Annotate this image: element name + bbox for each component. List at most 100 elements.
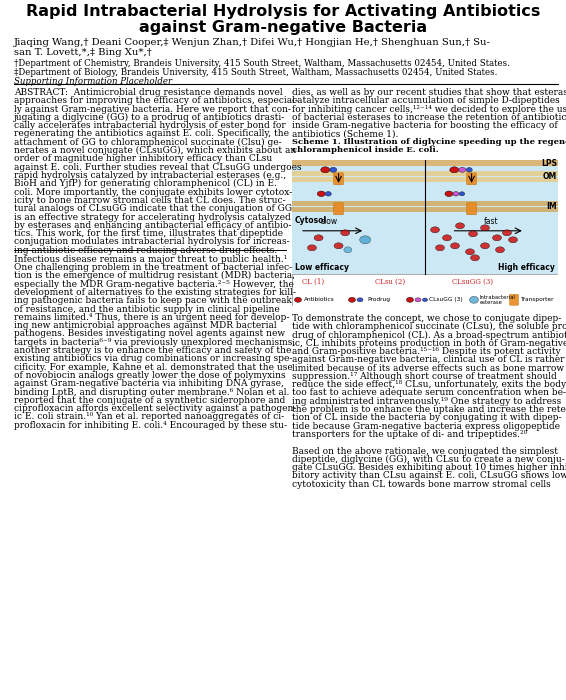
- Text: dipeptide, diglycine (GG), with CLsu to create a new conju-: dipeptide, diglycine (GG), with CLsu to …: [292, 455, 565, 464]
- Text: One challenging problem in the treatment of bacterial infec-: One challenging problem in the treatment…: [14, 263, 292, 272]
- Ellipse shape: [495, 247, 504, 253]
- Ellipse shape: [431, 227, 440, 233]
- Text: Supporting Information Placeholder: Supporting Information Placeholder: [14, 77, 172, 86]
- Text: Antibiotics: Antibiotics: [304, 298, 335, 302]
- Text: transporters for the uptake of di- and tripeptides.²⁰: transporters for the uptake of di- and t…: [292, 430, 528, 439]
- Text: by esterases and enhancing antibacterial efficacy of antibio-: by esterases and enhancing antibacterial…: [14, 220, 291, 230]
- Text: reduce the side effect,¹⁸ CLsu, unfortunately, exits the body: reduce the side effect,¹⁸ CLsu, unfortun…: [292, 380, 566, 389]
- Text: chloramphenicol inside E. coli.: chloramphenicol inside E. coli.: [292, 146, 439, 154]
- Text: Transporter: Transporter: [520, 298, 554, 302]
- Text: ing antibiotic efficacy and reducing adverse drug effects.: ing antibiotic efficacy and reducing adv…: [14, 246, 277, 255]
- Text: LPS: LPS: [541, 159, 557, 168]
- Text: OM: OM: [543, 172, 557, 181]
- Text: cificity. For example, Kahne et al. demonstrated that the use: cificity. For example, Kahne et al. demo…: [14, 363, 293, 372]
- Ellipse shape: [450, 167, 459, 173]
- Text: CLsuGG (3): CLsuGG (3): [452, 278, 494, 286]
- Bar: [292, 160, 558, 166]
- Text: ing pathogenic bacteria fails to keep pace with the outbreak: ing pathogenic bacteria fails to keep pa…: [14, 296, 292, 305]
- Text: Jiaqing Wang,† Deani Cooper,‡ Wenjun Zhan,† Difei Wu,† Hongjian He,† Shenghuan S: Jiaqing Wang,† Deani Cooper,‡ Wenjun Zha…: [14, 38, 491, 47]
- Bar: [292, 166, 558, 274]
- Ellipse shape: [456, 223, 465, 229]
- FancyBboxPatch shape: [333, 173, 344, 185]
- Ellipse shape: [314, 234, 323, 241]
- Ellipse shape: [453, 192, 459, 196]
- Text: conjugation modulates intrabacterial hydrolysis for increas-: conjugation modulates intrabacterial hyd…: [14, 237, 290, 246]
- Text: ic E. coli strain.¹⁰ Yan et al. reported nanoaggregates of ci-: ic E. coli strain.¹⁰ Yan et al. reported…: [14, 412, 284, 421]
- Text: ic, CL inhibits proteins production in both of Gram-negative: ic, CL inhibits proteins production in b…: [292, 339, 566, 348]
- Text: ‡Department of Biology, Brandeis University, 415 South Street, Waltham, Massachu: ‡Department of Biology, Brandeis Univers…: [14, 68, 498, 77]
- Text: ABSTRACT:  Antimicrobial drug resistance demands novel: ABSTRACT: Antimicrobial drug resistance …: [14, 88, 282, 97]
- Text: targets in bacteria⁶⁻⁹ via previously unexplored mechanisms,: targets in bacteria⁶⁻⁹ via previously un…: [14, 337, 295, 346]
- Bar: [292, 171, 558, 176]
- Text: High efficacy: High efficacy: [498, 262, 555, 272]
- Text: approaches for improving the efficacy of antibiotics, especial-: approaches for improving the efficacy of…: [14, 97, 298, 105]
- Ellipse shape: [435, 245, 444, 251]
- Text: order of magnitude higher inhibitory efficacy than CLsu: order of magnitude higher inhibitory eff…: [14, 155, 272, 163]
- Text: rapid hydrolysis catalyzed by intrabacterial esterases (e.g.,: rapid hydrolysis catalyzed by intrabacte…: [14, 171, 286, 180]
- Text: Based on the above rationale, we conjugated the simplest: Based on the above rationale, we conjuga…: [292, 447, 558, 456]
- Ellipse shape: [325, 192, 331, 196]
- Text: Low efficacy: Low efficacy: [295, 262, 349, 272]
- FancyBboxPatch shape: [509, 294, 518, 305]
- Ellipse shape: [481, 225, 490, 231]
- Text: reported that the conjugate of a synthetic siderophore and: reported that the conjugate of a synthet…: [14, 395, 285, 405]
- Ellipse shape: [465, 248, 474, 255]
- Text: regenerating the antibiotics against E. coli. Specifically, the: regenerating the antibiotics against E. …: [14, 130, 289, 139]
- Ellipse shape: [318, 191, 325, 197]
- Text: san T. Lovett,*,‡ Bing Xu*,†: san T. Lovett,*,‡ Bing Xu*,†: [14, 48, 152, 57]
- Text: catalyze intracellular accumulation of simple D-dipeptides: catalyze intracellular accumulation of s…: [292, 97, 560, 105]
- Text: gate CLsuGG. Besides exhibiting about 10 times higher inhi-: gate CLsuGG. Besides exhibiting about 10…: [292, 463, 566, 473]
- Text: of bacterial esterases to increase the retention of antibiotics: of bacterial esterases to increase the r…: [292, 113, 566, 122]
- Text: CLsu (2): CLsu (2): [375, 278, 405, 286]
- Ellipse shape: [321, 167, 330, 173]
- Text: pathogens. Besides investigating novel agents against new: pathogens. Besides investigating novel a…: [14, 330, 285, 338]
- Ellipse shape: [451, 243, 460, 248]
- Text: Cytosol: Cytosol: [295, 216, 327, 225]
- Text: ing administrated intravenously.¹⁹ One strategy to address: ing administrated intravenously.¹⁹ One s…: [292, 397, 561, 406]
- Text: nerates a novel conjugate (CLsuGG), which exhibits about an: nerates a novel conjugate (CLsuGG), whic…: [14, 146, 296, 155]
- Text: fast: fast: [484, 217, 499, 226]
- Text: too fast to achieve adequate serum concentration when be-: too fast to achieve adequate serum conce…: [292, 389, 566, 398]
- Ellipse shape: [445, 191, 453, 197]
- Ellipse shape: [334, 243, 343, 248]
- Bar: [292, 274, 558, 306]
- Ellipse shape: [359, 236, 371, 244]
- Text: another strategy is to enhance the efficacy and safety of the: another strategy is to enhance the effic…: [14, 346, 291, 355]
- Ellipse shape: [341, 230, 350, 236]
- Ellipse shape: [508, 237, 517, 243]
- Ellipse shape: [349, 298, 355, 302]
- Text: binding LptB, and disrupting outer membrane.⁶ Nolan et al.: binding LptB, and disrupting outer membr…: [14, 388, 289, 396]
- FancyBboxPatch shape: [466, 173, 477, 185]
- Text: †Department of Chemistry, Brandeis University, 415 South Street, Waltham, Massac: †Department of Chemistry, Brandeis Unive…: [14, 59, 510, 68]
- Text: ly against Gram-negative bacteria. Here we report that con-: ly against Gram-negative bacteria. Here …: [14, 104, 291, 113]
- Text: tion of CL inside the bacteria by conjugating it with dipep-: tion of CL inside the bacteria by conjug…: [292, 414, 561, 422]
- Ellipse shape: [344, 247, 352, 253]
- Text: especially the MDR Gram-negative bacteria.²⁻⁵ However, the: especially the MDR Gram-negative bacteri…: [14, 279, 294, 288]
- Text: BioH and YjfP) for generating chloramphenicol (CL) in E.: BioH and YjfP) for generating chloramphe…: [14, 179, 277, 188]
- Bar: [292, 177, 558, 182]
- Text: remains limited.⁴ Thus, there is an urgent need for develop-: remains limited.⁴ Thus, there is an urge…: [14, 313, 289, 322]
- Text: To demonstrate the concept, we chose to conjugate dipep-: To demonstrate the concept, we chose to …: [292, 314, 561, 323]
- Text: ciprofloxacin affords excellent selectivity against a pathogen-: ciprofloxacin affords excellent selectiv…: [14, 404, 297, 413]
- Text: and Gram-positive bacteria.¹⁵⁻¹⁶ Despite its potent activity: and Gram-positive bacteria.¹⁵⁻¹⁶ Despite…: [292, 347, 561, 356]
- Text: coli. More importantly, the conjugate exhibits lower cytotox-: coli. More importantly, the conjugate ex…: [14, 188, 292, 197]
- Bar: [292, 206, 558, 212]
- Text: drug of chloramphenicol (CL). As a broad-spectrum antibiot-: drug of chloramphenicol (CL). As a broad…: [292, 330, 566, 340]
- Text: Intrabacterial
esterase: Intrabacterial esterase: [480, 295, 516, 305]
- Ellipse shape: [357, 298, 363, 302]
- Text: attachment of GG to chloramphenicol succinate (Clsu) ge-: attachment of GG to chloramphenicol succ…: [14, 138, 282, 147]
- Text: profloxacin for inhibiting E. coli.⁴ Encouraged by these stu-: profloxacin for inhibiting E. coli.⁴ Enc…: [14, 421, 287, 430]
- Text: bitory activity than CLsu against E. coli, CLsuGG shows lower: bitory activity than CLsu against E. col…: [292, 472, 566, 480]
- Text: against Gram-negative Bacteria: against Gram-negative Bacteria: [139, 20, 427, 35]
- Text: ing new antimicrobial approaches against MDR bacterial: ing new antimicrobial approaches against…: [14, 321, 277, 330]
- Ellipse shape: [459, 192, 465, 196]
- Ellipse shape: [503, 230, 512, 236]
- Text: slow: slow: [321, 217, 338, 226]
- Text: against Gram-negative bacteria, clinical use of CL is rather: against Gram-negative bacteria, clinical…: [292, 356, 564, 364]
- Ellipse shape: [422, 298, 427, 302]
- Text: CL (1): CL (1): [302, 278, 324, 286]
- Text: tics. This work, for the first time, illustrates that dipeptide: tics. This work, for the first time, ill…: [14, 229, 283, 238]
- Ellipse shape: [459, 167, 466, 172]
- Text: antibiotics (Scheme 1).: antibiotics (Scheme 1).: [292, 130, 398, 139]
- Text: tide with chloramphenicol succinate (CLsu), the soluble pro-: tide with chloramphenicol succinate (CLs…: [292, 322, 566, 331]
